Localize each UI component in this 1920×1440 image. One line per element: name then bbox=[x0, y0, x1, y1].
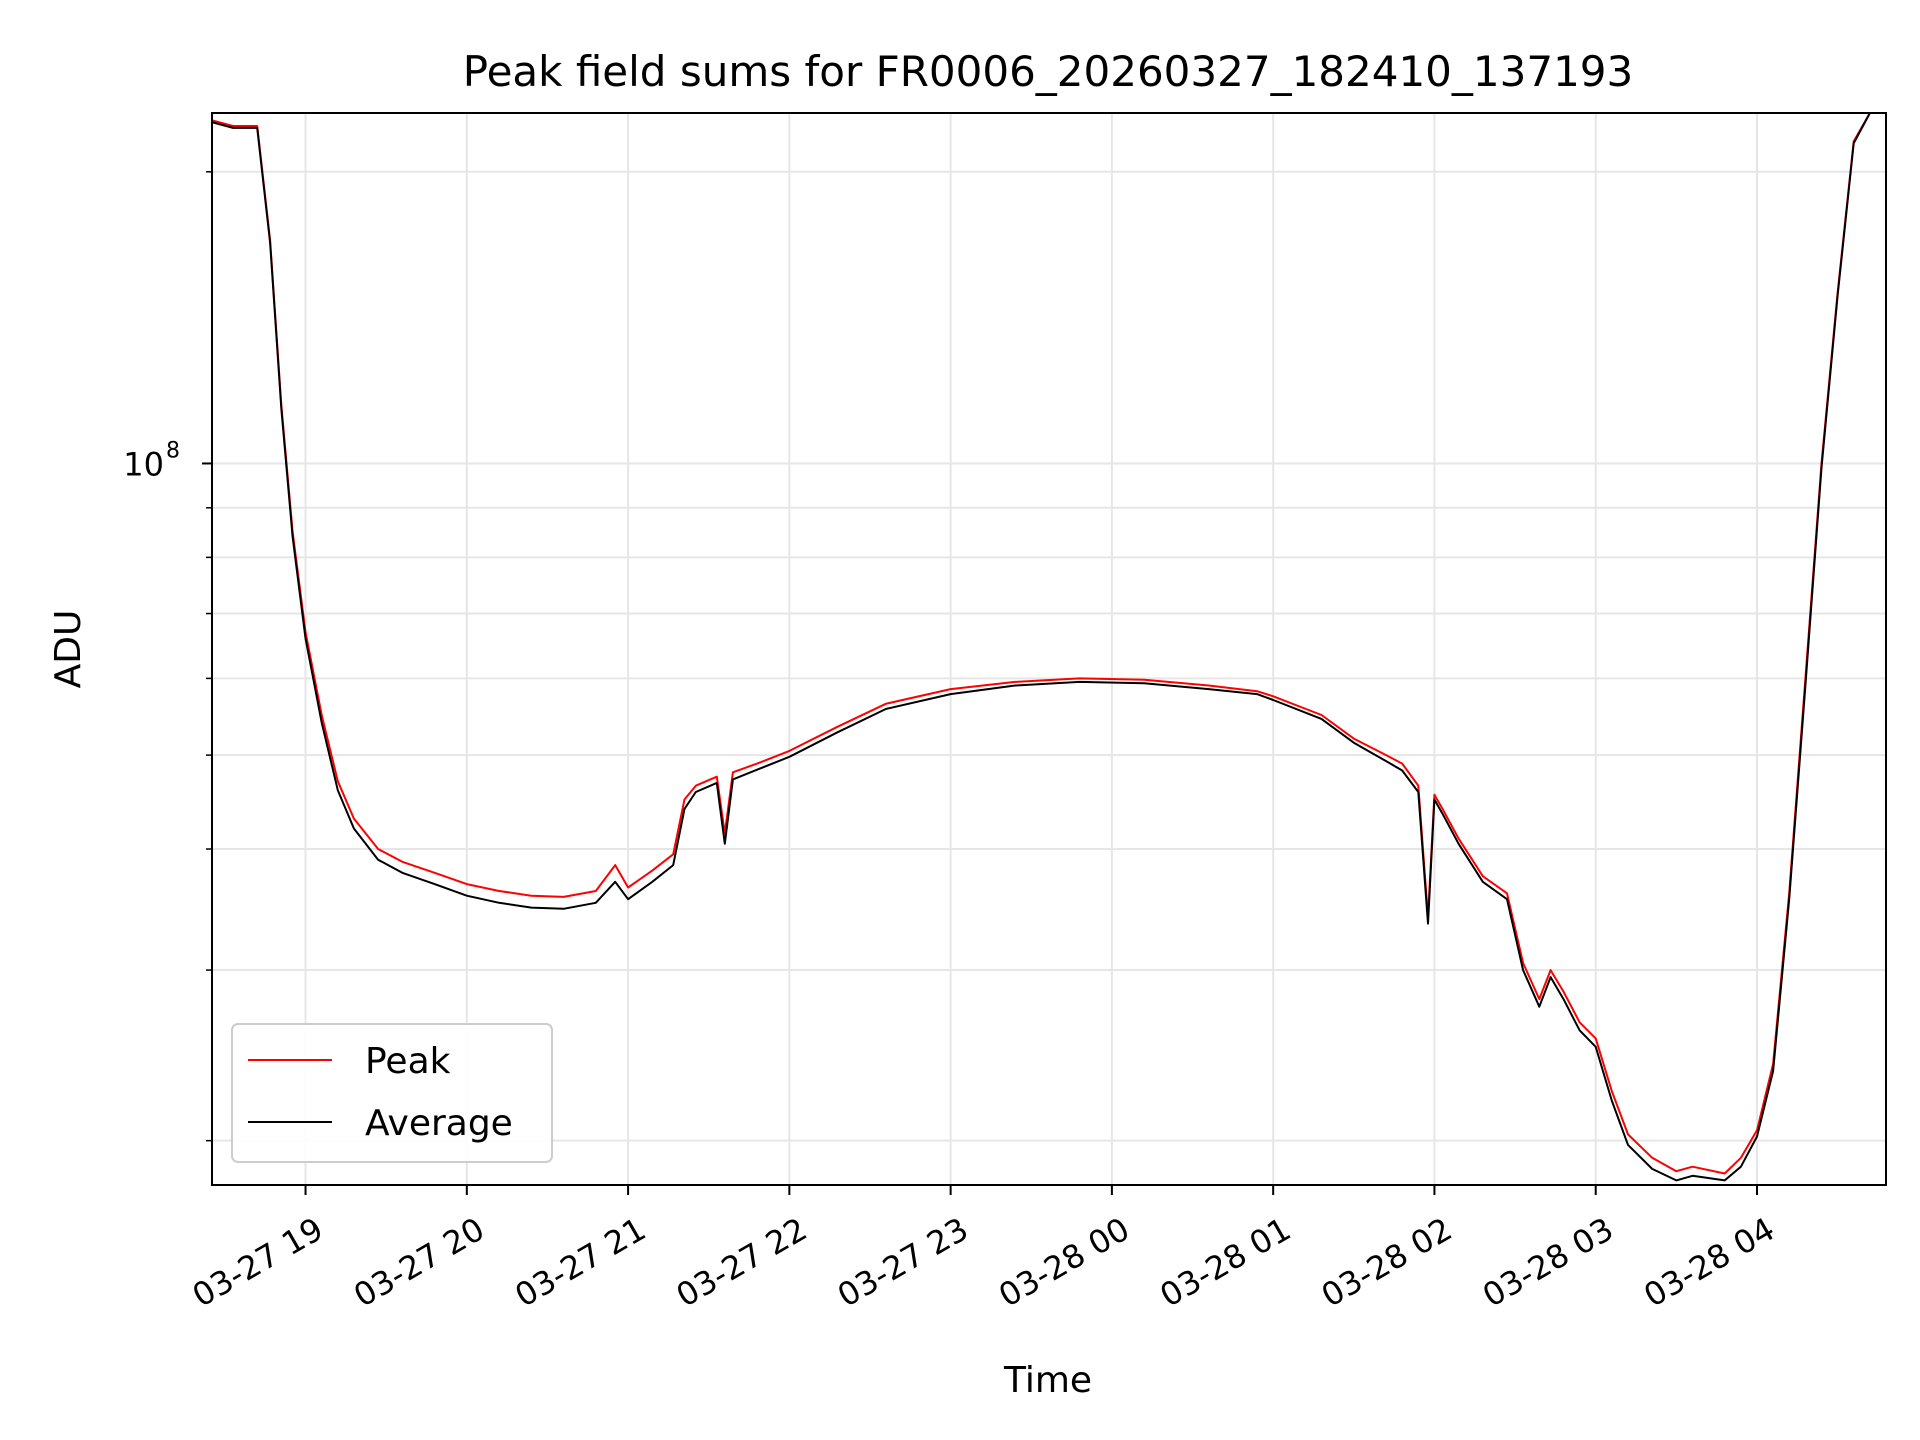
series-line-average bbox=[212, 113, 1886, 1182]
y-axis-label: ADU bbox=[48, 610, 89, 689]
series-line-peak bbox=[212, 113, 1886, 1175]
x-tick-label: 03-28 02 bbox=[1315, 1210, 1459, 1315]
y-axis-ticks: 10 8 bbox=[123, 171, 212, 1142]
legend: Peak Average bbox=[231, 1023, 553, 1163]
x-tick-label: 03-27 22 bbox=[670, 1210, 814, 1315]
x-tick-label: 03-28 04 bbox=[1637, 1210, 1781, 1315]
x-tick-label: 03-27 19 bbox=[186, 1210, 330, 1315]
legend-label-peak: Peak bbox=[365, 1041, 451, 1082]
chart-title: Peak field sums for FR0006_20260327_1824… bbox=[463, 47, 1633, 96]
y-tick-exponent: 8 bbox=[166, 438, 180, 463]
x-axis-ticks: 03-27 19 03-27 20 03-27 21 03-27 22 03-27 23… bbox=[186, 1185, 1781, 1315]
x-tick-label: 03-27 21 bbox=[508, 1210, 652, 1315]
x-tick-label: 03-27 20 bbox=[347, 1210, 491, 1315]
legend-label-average: Average bbox=[365, 1103, 513, 1144]
x-tick-label: 03-28 00 bbox=[992, 1210, 1136, 1315]
x-tick-label: 03-28 03 bbox=[1476, 1210, 1620, 1315]
y-tick-label: 10 bbox=[123, 445, 164, 483]
legend-box bbox=[231, 1023, 553, 1163]
axes-frame bbox=[211, 112, 1887, 1186]
x-tick-label: 03-28 01 bbox=[1154, 1210, 1298, 1315]
x-tick-label: 03-27 23 bbox=[831, 1210, 975, 1315]
x-axis-label: Time bbox=[1003, 1360, 1092, 1401]
plot-area bbox=[212, 113, 1886, 1182]
